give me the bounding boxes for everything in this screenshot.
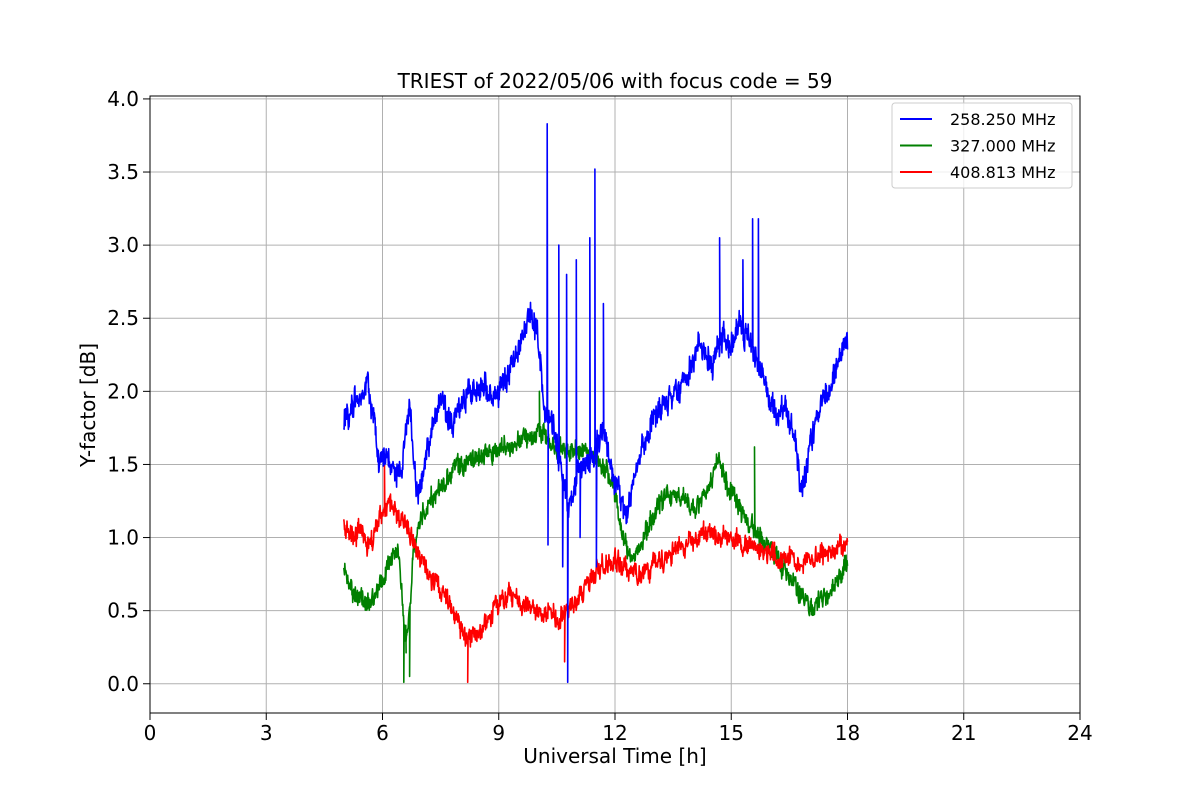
x-tick-label: 3	[260, 721, 273, 745]
x-tick-label: 0	[144, 721, 157, 745]
y-axis-label: Y-factor [dB]	[76, 343, 100, 468]
series-layer	[343, 123, 849, 684]
legend-label: 258.250 MHz	[950, 110, 1055, 129]
series-line-408-813-mhz	[343, 456, 849, 684]
x-axis-label: Universal Time [h]	[523, 744, 706, 768]
x-tick-label: 18	[835, 721, 860, 745]
x-tick-label: 9	[492, 721, 505, 745]
y-tick-label: 0.0	[107, 672, 139, 696]
x-tick-label: 12	[602, 721, 627, 745]
y-tick-label: 2.0	[107, 379, 139, 403]
legend: 258.250 MHz 327.000 MHz 408.813 MHz	[891, 102, 1073, 189]
x-tick-label: 24	[1067, 721, 1092, 745]
x-tick-label: 6	[376, 721, 389, 745]
series-line-258-250-mhz	[343, 123, 849, 684]
legend-box	[891, 102, 1073, 189]
y-tick-label: 0.5	[107, 599, 139, 623]
x-tick-label: 21	[951, 721, 976, 745]
chart-title: TRIEST of 2022/05/06 with focus code = 5…	[397, 69, 833, 93]
legend-label: 327.000 MHz	[950, 137, 1055, 156]
y-tick-label: 4.0	[107, 87, 139, 111]
y-tick-label: 2.5	[107, 306, 139, 330]
x-tick-label: 15	[719, 721, 744, 745]
y-tick-label: 3.5	[107, 160, 139, 184]
y-tick-label: 1.0	[107, 526, 139, 550]
y-tick-label: 1.5	[107, 452, 139, 476]
y-tick-label: 3.0	[107, 233, 139, 257]
axis-ticks: 0 3 6 9 12 15 18 21 24 0.0 0.5 1.0 1.5 2.0 2.5 3.0 3.5 4.…	[107, 87, 1093, 745]
legend-label: 408.813 MHz	[950, 163, 1055, 182]
